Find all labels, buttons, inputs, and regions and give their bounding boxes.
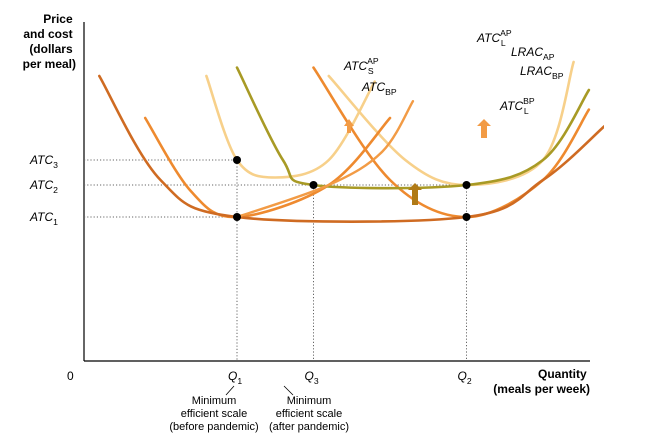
cost-curves — [98, 60, 604, 223]
shift-arrow-atc-s — [344, 119, 354, 133]
equilibrium-dots — [233, 156, 471, 221]
curve-label-lab-atcl-ap: ATCAP L — [476, 28, 512, 48]
x-label-q3: Q3 — [305, 369, 319, 386]
note-q3: Minimum efficient scale (after pandemic) — [269, 395, 349, 433]
note-q1: Minimum efficient scale (before pandemic) — [169, 395, 258, 433]
x-label-q2: Q2 — [458, 369, 472, 386]
dot-d-q2top — [462, 181, 471, 189]
x-axis-label: Quantity (meals per week) — [493, 367, 590, 396]
y-level-labels: ATC3 ATC2 ATC1 — [29, 153, 58, 227]
dot-d-q2 — [462, 213, 471, 221]
x-label-q1: Q1 — [228, 369, 242, 386]
note-leader-q3 — [283, 385, 294, 396]
curve-label-lab-atcl-bp: ATCBP L — [499, 96, 535, 116]
curve-lrac-ap — [235, 66, 591, 190]
shift-arrows — [344, 119, 491, 205]
note-leader-q1 — [225, 385, 235, 396]
shift-arrow-atc-l — [477, 119, 491, 138]
shift-arrow-lrac — [408, 183, 422, 205]
origin-label: 0 — [67, 369, 74, 383]
y-label-atc1: ATC1 — [29, 210, 58, 227]
guide-lines — [84, 159, 467, 361]
curve-label-lab-lrac-ap: LRACAP — [511, 45, 555, 62]
dot-d-atc3 — [233, 156, 241, 164]
dot-d-q3 — [309, 181, 318, 189]
curve-label-lab-lrac-bp: LRACBP — [520, 64, 564, 81]
dot-d-q1 — [233, 213, 241, 221]
x-level-labels: Q1 Q3 Q2 Minimum efficient scale (before pand… — [169, 369, 471, 433]
curve-label-lab-atcs-ap: ATCAP S — [343, 56, 379, 76]
y-label-atc3: ATC3 — [29, 153, 58, 170]
y-label-atc2: ATC2 — [29, 178, 58, 195]
curve-label-lab-atc-bp: ATCBP — [361, 80, 397, 97]
y-axis-label: Price and cost (dollars per meal) — [23, 12, 76, 71]
curve-atc-bp-small — [235, 100, 415, 219]
curve-atc-l-bp — [312, 66, 591, 219]
curve-lrac-bp — [98, 74, 604, 223]
